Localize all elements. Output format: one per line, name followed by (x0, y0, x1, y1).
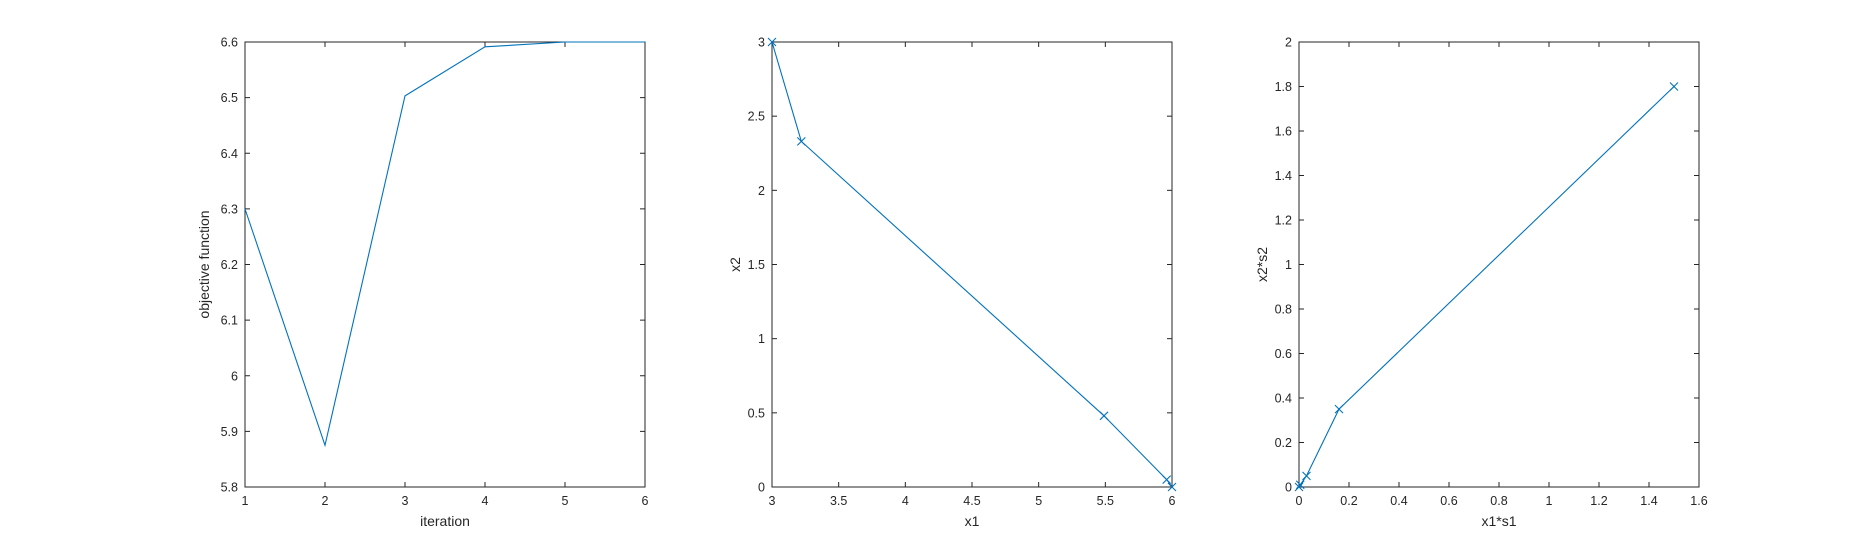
y-tick-label: 1 (758, 332, 765, 346)
x-tick-label: 0.8 (1490, 494, 1507, 508)
y-tick-label: 1.8 (1275, 80, 1292, 94)
y-axis-label: objective function (196, 210, 212, 318)
x-tick-label: 2 (322, 494, 329, 508)
y-tick-label: 6.6 (221, 36, 238, 50)
y-axis-label: x2*s2 (1254, 247, 1270, 282)
y-tick-label: 6.5 (221, 91, 238, 105)
y-tick-label: 1 (1285, 258, 1292, 272)
y-tick-label: 0 (1285, 481, 1292, 495)
y-axis-label: x2 (727, 257, 743, 272)
y-tick-label: 1.2 (1275, 214, 1292, 228)
x-tick-label: 1.6 (1690, 494, 1707, 508)
x-tick-label: 1 (242, 494, 249, 508)
x-tick-label: 3 (769, 494, 776, 508)
y-tick-label: 5.8 (221, 481, 238, 495)
data-point-marker (1669, 82, 1679, 91)
y-tick-label: 0.8 (1275, 303, 1292, 317)
x-tick-label: 4 (482, 494, 489, 508)
y-tick-label: 1.6 (1275, 125, 1292, 139)
y-tick-label: 6.1 (221, 314, 238, 328)
x-tick-label: 1 (1546, 494, 1553, 508)
x-tick-label: 1.4 (1640, 494, 1657, 508)
plot-area (1298, 41, 1700, 488)
x-tick-label: 5.5 (1097, 494, 1114, 508)
data-point-marker (796, 136, 806, 146)
x-tick-label: 1.2 (1590, 494, 1607, 508)
y-tick-label: 1.5 (748, 258, 765, 272)
y-tick-label: 0.2 (1275, 436, 1292, 450)
y-tick-label: 6 (231, 369, 238, 383)
x-tick-label: 6 (1169, 494, 1176, 508)
x-tick-label: 0.4 (1390, 494, 1407, 508)
chart-panel-3: 0 0.2 0.4 0.6 0.8 1 1.2 1.4 1.6 0 0.2 0.4 0.6 0.8 1 1.2… (1254, 36, 1708, 530)
x-axis-label: x1 (965, 513, 980, 529)
y-tick-label: 0.4 (1275, 392, 1292, 406)
x-tick-label: 5 (562, 494, 569, 508)
y-tick-label: 1.4 (1275, 169, 1292, 183)
x-tick-label: 4 (902, 494, 909, 508)
y-tick-label: 6.4 (221, 147, 238, 161)
x-tick-label: 0 (1296, 494, 1303, 508)
x-tick-label: 0.6 (1440, 494, 1457, 508)
x-tick-label: 5 (1035, 494, 1042, 508)
chart-panel-1: 1 2 3 4 5 6 5.8 5.9 6 6.1 6.2 6.3 6.4 6.5 6.6 iteration… (196, 36, 649, 530)
x-tick-label: 3 (402, 494, 409, 508)
data-point-marker (1162, 475, 1172, 484)
data-point-marker (1334, 404, 1344, 414)
y-tick-label: 6.3 (221, 202, 238, 216)
y-tick-label: 2.5 (748, 110, 765, 124)
data-point-marker (1294, 482, 1304, 492)
data-point-marker (1099, 411, 1109, 421)
chart-panel-2: 3 3.5 4 4.5 5 5.5 6 0 0.5 1 1.5 2 2.5 3 x1 x2 (727, 36, 1177, 529)
x-tick-label: 3.5 (830, 494, 847, 508)
x-tick-label: 6 (642, 494, 649, 508)
x-axis-label: iteration (420, 513, 470, 529)
plot-area (771, 41, 1173, 488)
x-axis-label: x1*s1 (1481, 513, 1516, 529)
data-point-marker (767, 37, 777, 47)
x-tick-label: 0.2 (1340, 494, 1357, 508)
x-tick-label: 4.5 (963, 494, 980, 508)
y-tick-label: 0.5 (748, 406, 765, 420)
data-point-marker (1302, 471, 1311, 481)
y-tick-label: 5.9 (221, 425, 238, 439)
y-tick-label: 2 (1285, 36, 1292, 50)
y-tick-label: 3 (758, 36, 765, 50)
series-line (244, 41, 645, 448)
y-tick-label: 2 (758, 184, 765, 198)
y-tick-label: 0.6 (1275, 347, 1292, 361)
data-point-marker (1295, 480, 1305, 490)
y-tick-label: 0 (758, 481, 765, 495)
y-tick-label: 6.2 (221, 258, 238, 272)
data-point-marker (1167, 482, 1177, 492)
plot-area (244, 41, 646, 488)
